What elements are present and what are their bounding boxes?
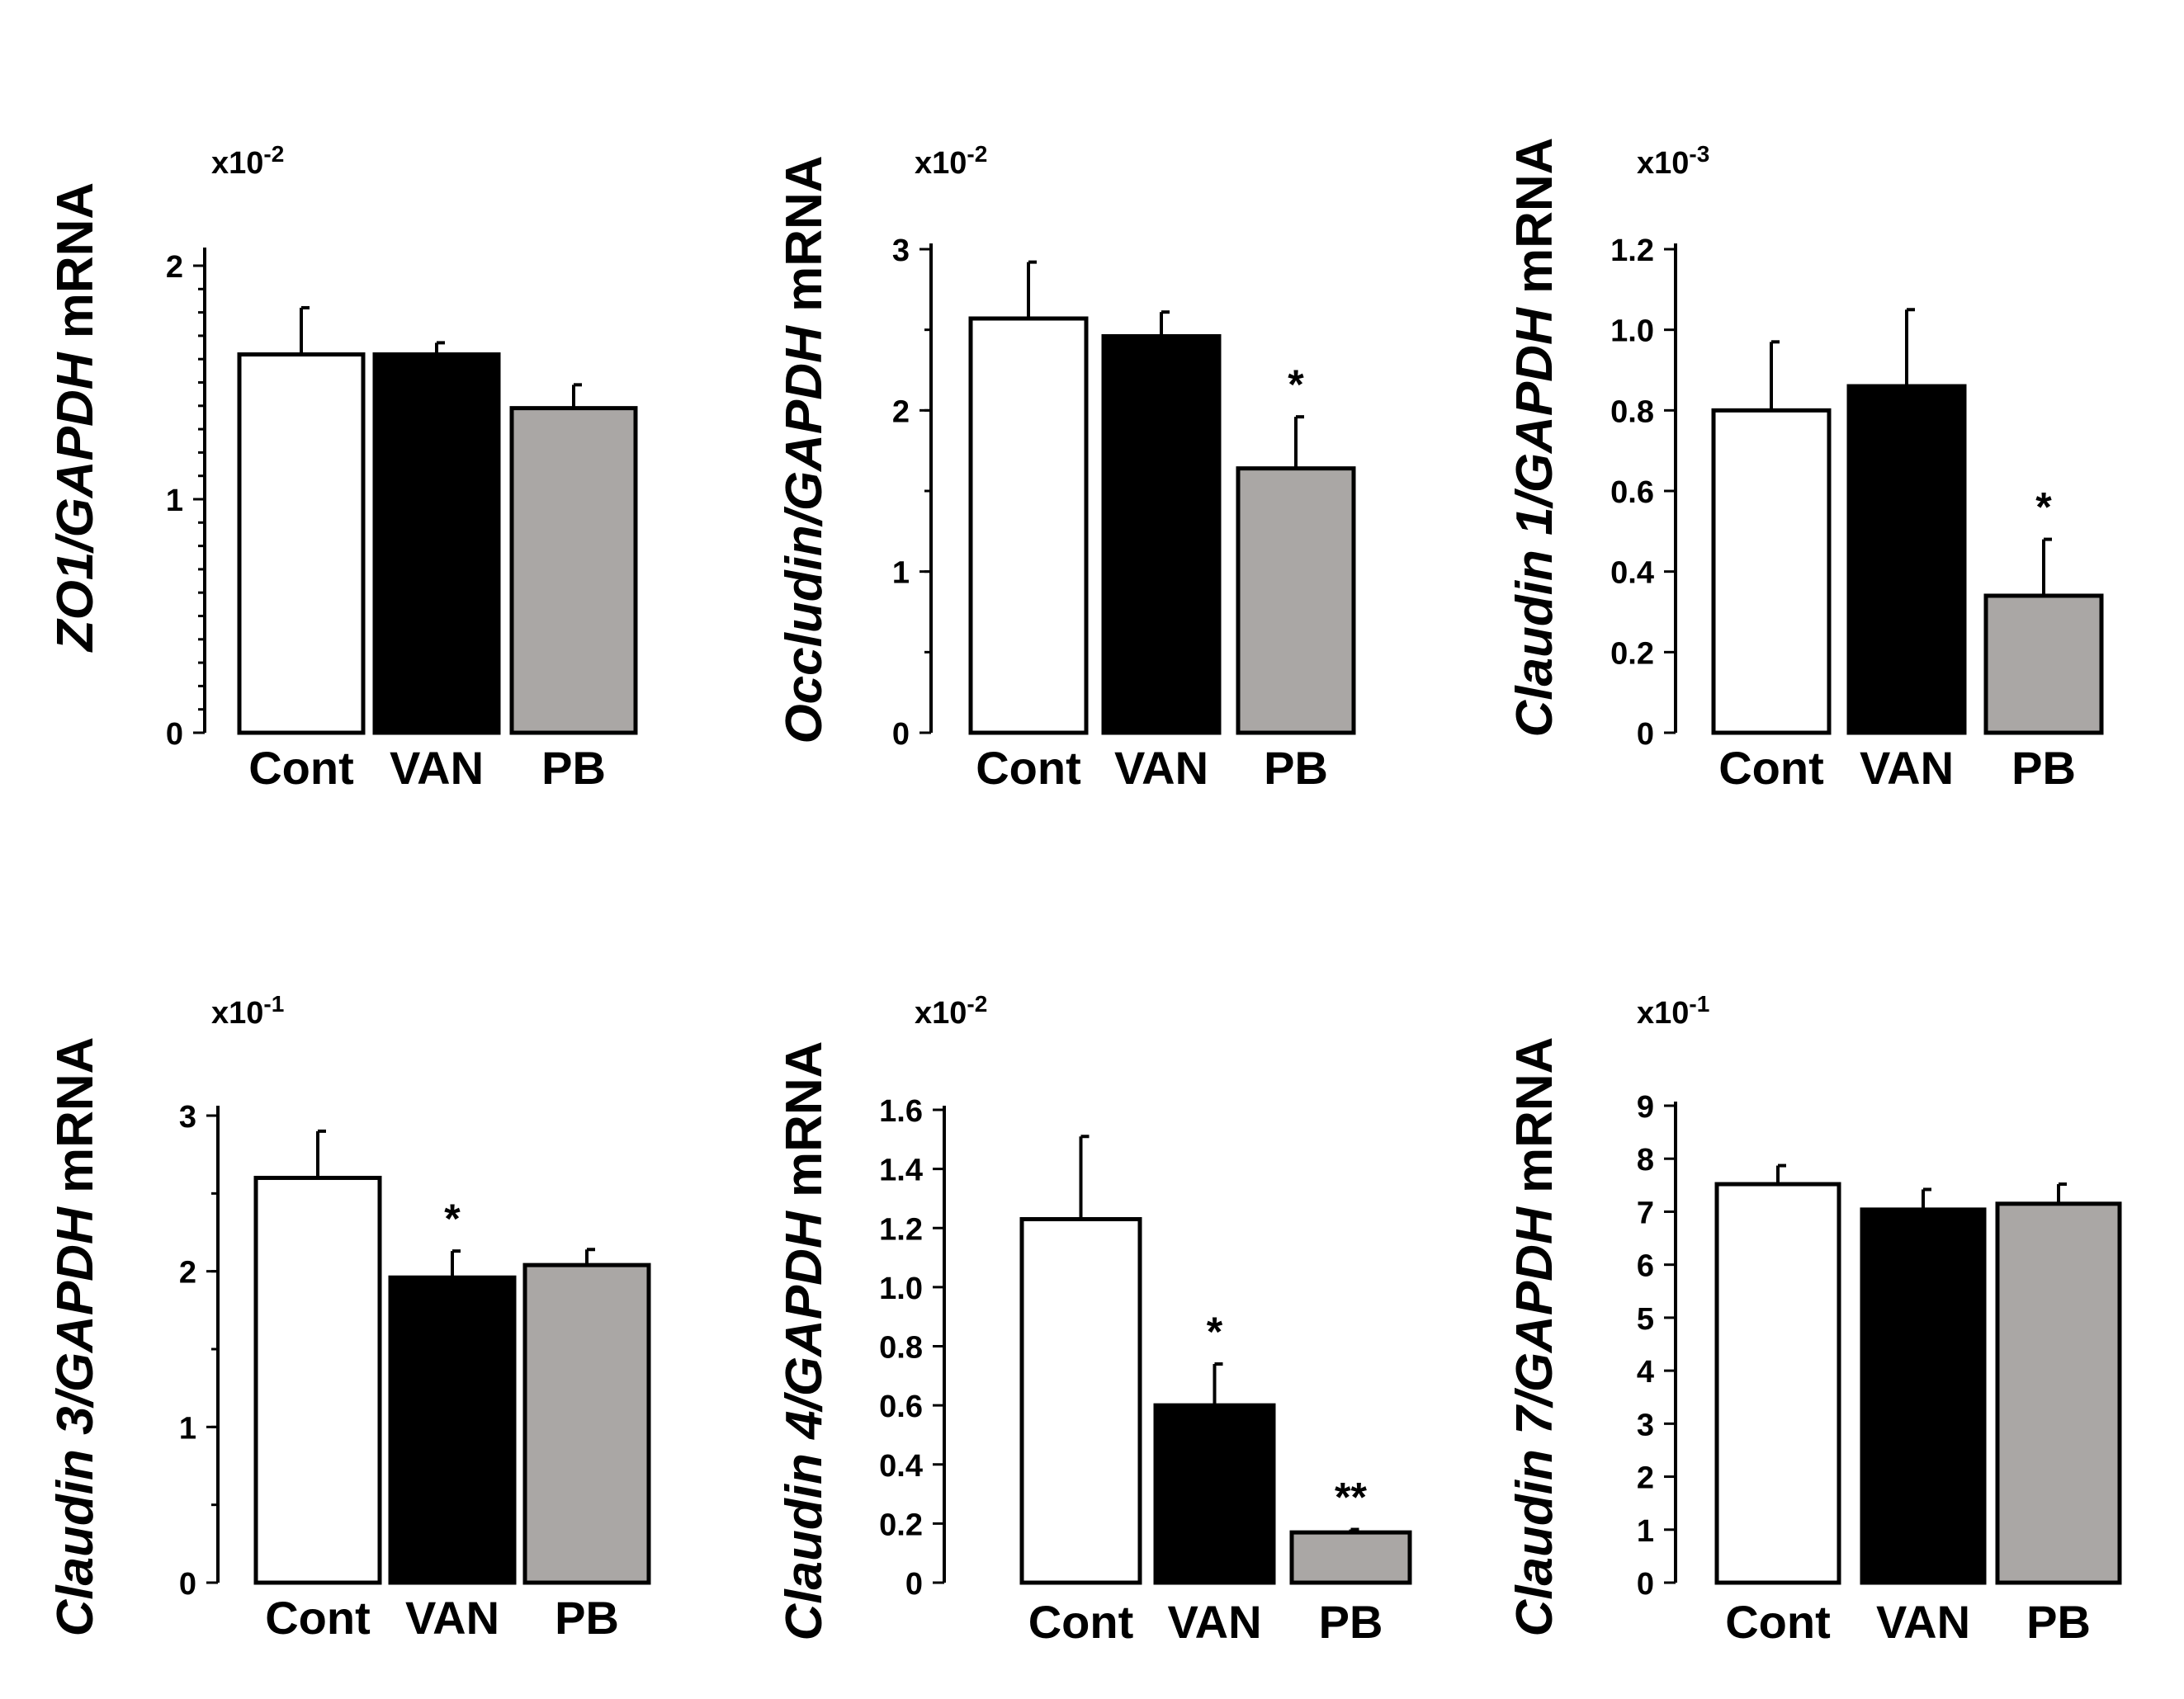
y-tick-label: 2 [892, 394, 910, 429]
bar-van [1153, 1403, 1276, 1585]
axis-multiplier: x10-1 [1637, 991, 1709, 1031]
significance-marker: * [444, 1196, 461, 1242]
y-tick-label: 9 [1637, 1090, 1654, 1125]
category-label: Cont [976, 742, 1081, 794]
category-label: PB [2011, 742, 2076, 794]
y-tick-label: 0.2 [1610, 636, 1654, 671]
category-label: Cont [248, 742, 354, 794]
chart-panel: 0 1 2 3 Cont * VAN PB x10-1 Claudin 3/GAPDH mRNA [47, 991, 651, 1644]
y-axis-title: Occludin/GAPDH mRNA [776, 155, 833, 743]
category-label: Cont [1718, 742, 1824, 794]
y-tick-label: 0 [1637, 1567, 1654, 1602]
axis-multiplier: x10-1 [211, 991, 284, 1031]
bar-cont [1019, 1217, 1142, 1585]
category-label: VAN [390, 742, 484, 794]
category-label: VAN [1167, 1596, 1261, 1648]
category-label: PB [555, 1592, 619, 1644]
bar-cont [1711, 408, 1832, 735]
category-label: VAN [1876, 1596, 1970, 1648]
y-tick-label: 2 [179, 1256, 196, 1291]
y-tick-label: 1 [179, 1411, 196, 1446]
y-tick-label: 8 [1637, 1143, 1654, 1178]
y-tick-label: 1.0 [879, 1272, 923, 1306]
y-tick-label: 0.4 [1610, 556, 1654, 591]
category-label: PB [541, 742, 606, 794]
y-tick-label: 0.8 [879, 1331, 923, 1366]
significance-marker: * [1288, 361, 1304, 408]
y-tick-label: 1.4 [879, 1154, 923, 1188]
chart-panel: 0 1 2 3 4 5 6 7 8 9 Cont VAN PB x10-1 Claudin 7/GAPDH … [1506, 991, 2122, 1648]
y-tick-label: 1.2 [1610, 234, 1654, 268]
bar-pb [509, 406, 638, 735]
axis-multiplier: x10-2 [211, 141, 284, 181]
y-tick-label: 1.6 [879, 1094, 923, 1129]
y-tick-label: 0.4 [879, 1449, 923, 1484]
y-axis-title: ZO1/GAPDH mRNA [47, 182, 104, 653]
y-tick-label: 2 [166, 250, 183, 285]
y-axis-title: Claudin 3/GAPDH mRNA [47, 1037, 104, 1637]
y-tick-label: 3 [892, 234, 910, 268]
y-tick-label: 5 [1637, 1302, 1654, 1337]
y-axis-title: Claudin 1/GAPDH mRNA [1506, 138, 1563, 738]
y-tick-label: 0 [892, 717, 910, 752]
y-tick-label: 7 [1637, 1196, 1654, 1230]
bar-van [372, 352, 501, 735]
y-tick-label: 0 [1637, 717, 1654, 752]
category-label: Cont [265, 1592, 371, 1644]
category-label: VAN [1860, 742, 1954, 794]
bar-pb [1995, 1201, 2122, 1585]
y-tick-label: 2 [1637, 1461, 1654, 1496]
y-axis-title: Claudin 7/GAPDH mRNA [1506, 1037, 1563, 1637]
y-tick-label: 0.8 [1610, 394, 1654, 429]
category-label: PB [1264, 742, 1328, 794]
bar-pb [1289, 1530, 1412, 1585]
y-tick-label: 0.2 [879, 1508, 923, 1542]
bar-pb [1236, 466, 1356, 735]
bar-van [1101, 333, 1222, 735]
category-label: Cont [1028, 1596, 1134, 1648]
chart-panel: 0 1 2 Cont VAN PB x10-2 ZO1/GAPDH mRNA [47, 141, 638, 794]
y-tick-label: 1 [166, 484, 183, 518]
significance-marker: * [2035, 484, 2052, 531]
bar-cont [1714, 1182, 1841, 1585]
y-tick-label: 3 [179, 1100, 196, 1135]
category-label: VAN [1114, 742, 1208, 794]
y-tick-label: 1 [1637, 1514, 1654, 1549]
chart-panel: 0 1 2 3 Cont VAN * PB x10-2 Occludin/GAPDH mRNA [776, 141, 1356, 794]
category-label: Cont [1725, 1596, 1831, 1648]
axis-multiplier: x10-2 [915, 141, 987, 181]
y-tick-label: 0 [179, 1567, 196, 1602]
bar-van [1860, 1207, 1987, 1585]
bar-pb [1983, 593, 2104, 735]
bar-cont [253, 1175, 382, 1585]
y-tick-label: 1 [892, 556, 910, 591]
category-label: VAN [405, 1592, 499, 1644]
bar-pb [522, 1262, 651, 1585]
chart-panel: 0 0.2 0.4 0.6 0.8 1.0 1.2 Cont VAN * PB x10-3 Claudi… [1506, 138, 2104, 794]
bar-cont [968, 316, 1089, 735]
bar-van [1846, 384, 1967, 735]
y-tick-label: 4 [1637, 1355, 1654, 1390]
category-label: PB [1319, 1596, 1383, 1648]
category-label: PB [2026, 1596, 2091, 1648]
bar-van [388, 1275, 517, 1585]
y-tick-label: 1.2 [879, 1212, 923, 1247]
y-tick-label: 0.6 [1610, 475, 1654, 510]
y-tick-label: 1.0 [1610, 314, 1654, 349]
y-tick-label: 0 [905, 1567, 923, 1602]
chart-panel: 0 0.2 0.4 0.6 0.8 1.0 1.2 1.4 1.6 Cont * VAN ** PB x10… [776, 991, 1412, 1648]
axis-multiplier: x10-2 [915, 991, 987, 1031]
axis-multiplier: x10-3 [1637, 141, 1709, 181]
significance-marker: ** [1335, 1475, 1367, 1521]
bar-cont [237, 352, 366, 735]
y-tick-label: 6 [1637, 1249, 1654, 1284]
y-tick-label: 0.6 [879, 1390, 923, 1424]
y-tick-label: 0 [166, 717, 183, 752]
y-tick-label: 3 [1637, 1408, 1654, 1442]
significance-marker: * [1207, 1309, 1223, 1355]
y-axis-title: Claudin 4/GAPDH mRNA [776, 1041, 833, 1641]
